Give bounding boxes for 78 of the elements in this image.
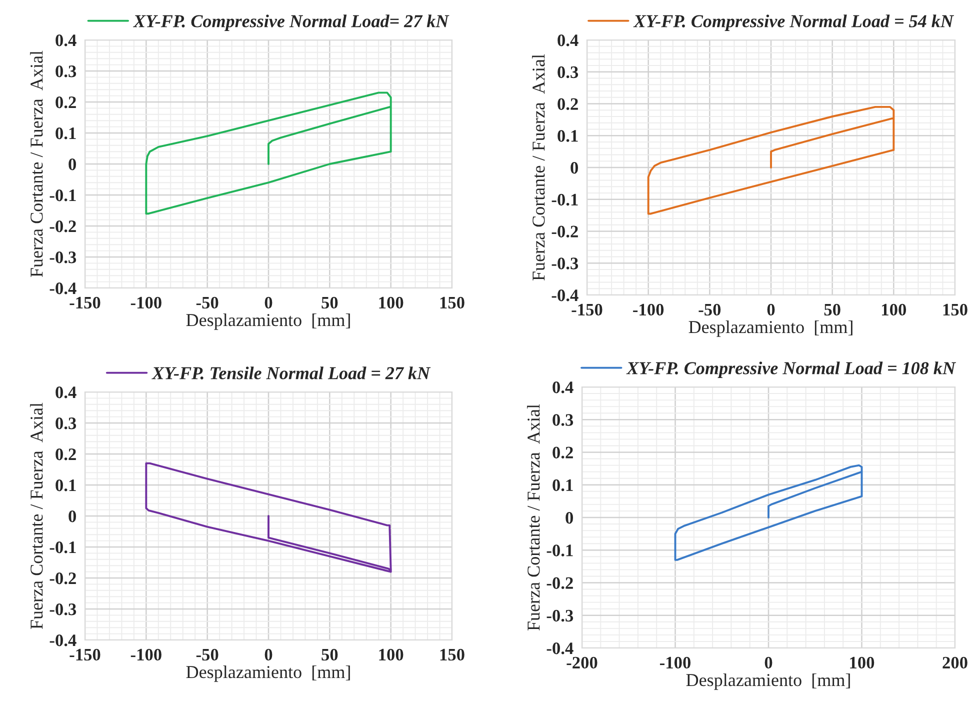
x-tick-label: -100 (660, 656, 690, 669)
x-tick-label: 0 (264, 648, 272, 661)
y-tick-label: 0.1 (558, 130, 578, 142)
y-tick-label: -0.3 (552, 258, 578, 270)
y-tick-label: -0.4 (546, 642, 574, 654)
x-tick-label: 150 (440, 296, 464, 309)
x-tick-label: -200 (566, 656, 598, 669)
x-tick-label: 0 (764, 656, 772, 669)
x-tick-label: 150 (440, 648, 464, 661)
y-tick-label: 0.2 (56, 448, 76, 460)
y-tick-label: 0.3 (56, 417, 76, 430)
x-tick-label: -100 (633, 304, 664, 316)
y-tick-label: -0.3 (50, 603, 76, 616)
x-tick-label: 0 (767, 304, 775, 316)
x-tick-label: 100 (379, 296, 404, 309)
y-axis-title: Fuerza Cortante / Fuerza Axial (527, 404, 540, 631)
y-tick-label: -0.1 (546, 544, 573, 556)
y-tick-label: -0.4 (50, 282, 76, 294)
x-tick-label: -150 (572, 304, 602, 316)
x-tick-label: 100 (850, 656, 874, 669)
line-series (145, 92, 392, 215)
x-axis-title: Desplazamiento [mm] (186, 313, 350, 330)
y-tick-label: 0 (68, 158, 76, 170)
y-tick-label: -0.1 (552, 194, 578, 206)
y-tick-label: -0.2 (50, 220, 76, 232)
y-tick-label: 0.4 (56, 34, 76, 46)
legend-label: XY-FP. Compressive Normal Load = 108 kN (626, 362, 956, 378)
line-series (674, 464, 863, 561)
x-axis-title: Desplazamiento [mm] (686, 673, 850, 690)
y-tick-label: -0.2 (546, 577, 573, 590)
y-tick-label: -0.1 (50, 189, 76, 202)
y-tick-label: 0.4 (558, 34, 578, 46)
y-tick-label: -0.2 (50, 572, 76, 584)
x-tick-label: -50 (698, 304, 721, 316)
y-tick-label: -0.3 (546, 610, 574, 622)
y-tick-label: -0.2 (552, 226, 578, 238)
x-tick-label: 200 (942, 656, 968, 669)
y-tick-label: 0.2 (558, 98, 578, 110)
line-series (145, 462, 392, 573)
legend-label: XY-FP. Compressive Normal Load= 27 kN (132, 14, 450, 31)
legend-label: XY-FP. Tensile Normal Load = 27 kN (152, 366, 431, 380)
y-tick-label: 0 (566, 512, 574, 524)
line-series (647, 106, 895, 215)
x-tick-label: 50 (824, 304, 840, 316)
y-tick-label: 0.3 (56, 65, 76, 78)
y-axis-title: Fuerza Cortante / Fuerza Axial (30, 50, 43, 278)
x-tick-label: 50 (322, 648, 338, 661)
y-axis-title: Fuerza Cortante / Fuerza Axial (532, 54, 545, 281)
x-tick-label: -100 (130, 648, 162, 661)
y-tick-label: -0.4 (50, 634, 76, 646)
x-tick-label: -50 (196, 296, 218, 309)
x-axis-title: Desplazamiento [mm] (186, 665, 350, 682)
x-tick-label: 50 (322, 296, 338, 309)
x-tick-label: -50 (196, 648, 218, 661)
x-tick-label: -150 (70, 648, 100, 661)
y-tick-label: 0.1 (56, 127, 76, 140)
y-tick-label: 0.1 (56, 479, 76, 492)
x-tick-label: -150 (70, 296, 100, 309)
x-tick-label: -100 (130, 296, 162, 309)
y-tick-label: -0.1 (50, 541, 76, 554)
y-tick-label: -0.3 (50, 251, 76, 264)
y-tick-label: 0.2 (56, 96, 76, 108)
y-tick-label: 0 (570, 162, 578, 174)
x-tick-label: 100 (379, 648, 404, 661)
y-tick-label: 0.4 (552, 381, 574, 394)
x-axis-title: Desplazamiento [mm] (688, 320, 852, 337)
x-tick-label: 100 (882, 304, 906, 316)
y-tick-label: 0.4 (56, 386, 76, 398)
x-tick-label: 0 (264, 296, 272, 309)
y-tick-label: 0.2 (552, 446, 573, 459)
y-tick-label: 0 (68, 510, 76, 522)
y-axis-title: Fuerza Cortante / Fuerza Axial (30, 402, 43, 630)
legend-label: XY-FP. Compressive Normal Load = 54 kN (633, 14, 954, 31)
y-tick-label: -0.4 (552, 289, 578, 302)
y-tick-label: 0.3 (558, 66, 578, 78)
x-tick-label: 150 (943, 304, 968, 316)
y-tick-label: 0.3 (552, 414, 574, 426)
y-tick-label: 0.1 (552, 479, 573, 492)
